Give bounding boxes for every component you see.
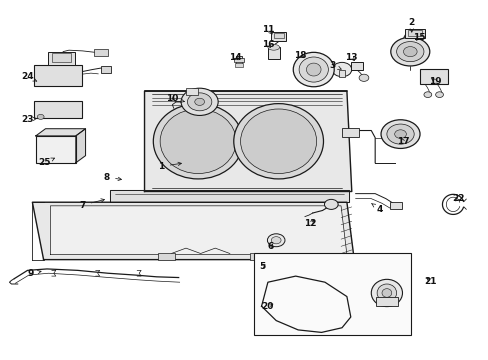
Polygon shape — [144, 91, 351, 192]
Text: 20: 20 — [261, 302, 274, 311]
Bar — [94, 49, 108, 56]
Ellipse shape — [396, 41, 423, 62]
Bar — [250, 253, 267, 260]
Text: 14: 14 — [229, 53, 242, 62]
Text: 9: 9 — [28, 269, 41, 278]
Bar — [158, 253, 175, 260]
Bar — [338, 69, 344, 77]
Bar — [52, 53, 71, 62]
Text: 25: 25 — [38, 158, 55, 167]
Text: 5: 5 — [259, 262, 264, 271]
Bar — [254, 253, 410, 335]
Text: 12: 12 — [304, 219, 316, 228]
Bar — [185, 88, 198, 95]
Bar — [405, 30, 424, 39]
Polygon shape — [76, 129, 85, 163]
Text: 15: 15 — [412, 33, 425, 42]
Ellipse shape — [403, 46, 416, 57]
Ellipse shape — [380, 120, 419, 148]
Ellipse shape — [160, 109, 236, 174]
Bar — [375, 297, 397, 306]
Bar — [407, 48, 417, 53]
Ellipse shape — [187, 93, 211, 111]
Text: 10: 10 — [166, 94, 184, 103]
Ellipse shape — [194, 98, 204, 105]
Text: 24: 24 — [21, 72, 37, 81]
Ellipse shape — [263, 258, 272, 265]
Text: 16: 16 — [261, 40, 274, 49]
Ellipse shape — [358, 74, 368, 81]
Text: 1: 1 — [158, 162, 181, 171]
Ellipse shape — [259, 255, 276, 268]
Text: 8: 8 — [103, 173, 121, 182]
Bar — [350, 62, 362, 69]
Text: 6: 6 — [267, 242, 273, 251]
Ellipse shape — [240, 109, 316, 174]
Text: 13: 13 — [345, 53, 357, 62]
Polygon shape — [32, 202, 353, 260]
Ellipse shape — [233, 104, 323, 179]
Ellipse shape — [394, 130, 406, 138]
Polygon shape — [36, 129, 85, 136]
Bar — [273, 33, 283, 39]
Bar — [341, 128, 358, 137]
Ellipse shape — [324, 199, 337, 210]
Ellipse shape — [271, 237, 281, 244]
Bar — [234, 63, 242, 67]
Ellipse shape — [306, 63, 321, 76]
Ellipse shape — [423, 92, 431, 98]
Polygon shape — [50, 206, 346, 255]
Ellipse shape — [153, 104, 243, 179]
Ellipse shape — [331, 62, 351, 77]
Ellipse shape — [381, 289, 391, 297]
Text: 19: 19 — [428, 77, 441, 86]
Text: 3: 3 — [328, 61, 341, 70]
Ellipse shape — [37, 114, 44, 120]
Bar — [267, 47, 280, 59]
Text: 17: 17 — [396, 137, 408, 146]
Ellipse shape — [407, 35, 417, 42]
Bar — [101, 66, 111, 73]
Bar — [34, 65, 81, 86]
Ellipse shape — [299, 57, 328, 82]
Ellipse shape — [293, 52, 333, 87]
Ellipse shape — [390, 37, 429, 66]
Text: 11: 11 — [261, 25, 274, 34]
Ellipse shape — [267, 44, 279, 50]
Text: 18: 18 — [294, 51, 306, 60]
Bar — [36, 136, 76, 163]
Ellipse shape — [386, 124, 413, 144]
Text: 7: 7 — [79, 199, 104, 210]
Bar — [34, 101, 81, 118]
Bar — [408, 39, 416, 50]
Bar — [389, 202, 401, 210]
Text: 2: 2 — [408, 18, 414, 32]
Polygon shape — [110, 190, 348, 202]
Text: 4: 4 — [371, 204, 383, 214]
Ellipse shape — [181, 88, 218, 116]
Ellipse shape — [376, 284, 396, 302]
Bar — [407, 31, 421, 36]
Ellipse shape — [403, 32, 421, 45]
Text: 21: 21 — [424, 276, 436, 285]
Ellipse shape — [435, 92, 443, 98]
Bar — [233, 58, 243, 62]
Bar — [235, 56, 241, 65]
Bar — [419, 69, 447, 84]
Polygon shape — [261, 276, 350, 332]
Ellipse shape — [267, 234, 285, 247]
Bar — [48, 51, 75, 65]
Bar — [271, 32, 285, 41]
Text: 23: 23 — [21, 115, 37, 124]
Text: 22: 22 — [451, 194, 464, 203]
Ellipse shape — [370, 279, 402, 307]
